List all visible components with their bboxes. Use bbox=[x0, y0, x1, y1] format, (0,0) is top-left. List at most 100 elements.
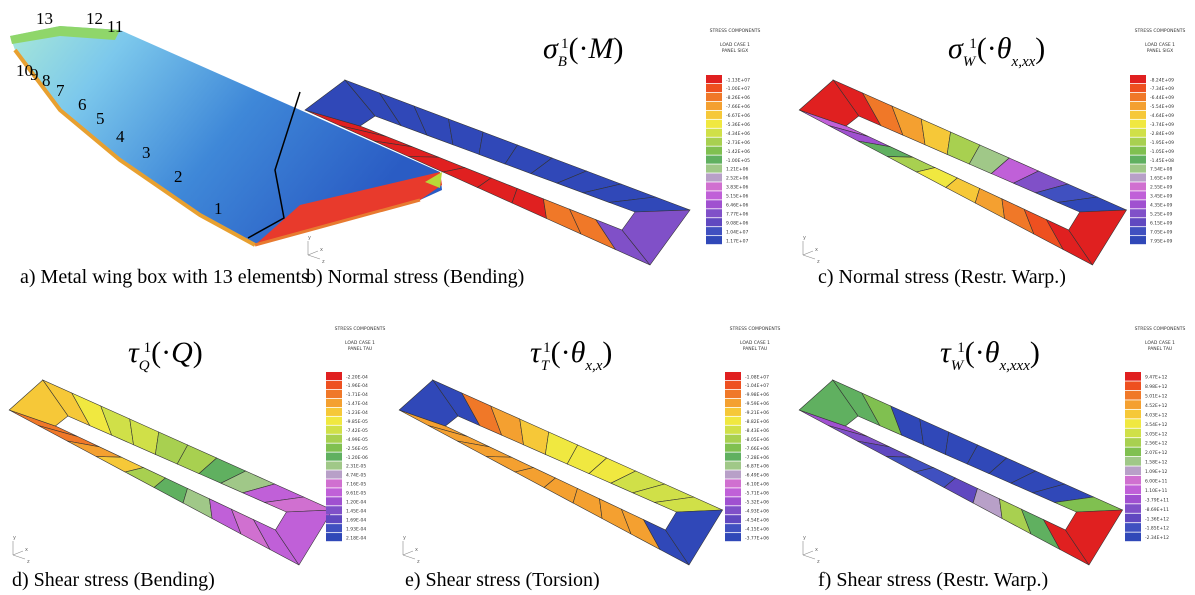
legend-panel: PANEL TAU bbox=[743, 346, 767, 352]
legend-panel: PANEL SIGX bbox=[1147, 48, 1173, 54]
legend-swatch bbox=[326, 479, 342, 487]
legend-swatch bbox=[1130, 120, 1146, 128]
legend-value: 4.03E+12 bbox=[1145, 412, 1167, 418]
formula: τT1(·θx,x) bbox=[530, 336, 612, 374]
legend-value: -1.47E-04 bbox=[346, 401, 368, 407]
formula: τQ1(·Q) bbox=[128, 336, 203, 374]
legend-swatch bbox=[706, 102, 722, 110]
legend-swatch bbox=[326, 497, 342, 505]
legend-value: 3.45E+09 bbox=[1150, 194, 1172, 200]
legend-swatch bbox=[1125, 372, 1141, 381]
legend-swatch bbox=[1125, 504, 1141, 513]
caption: a) Metal wing box with 13 elements bbox=[20, 266, 309, 288]
legend-swatch bbox=[706, 182, 722, 190]
legend-swatch bbox=[706, 173, 722, 181]
formula-variable-subscript: x,xxx bbox=[998, 358, 1030, 374]
legend-panel: PANEL TAU bbox=[348, 346, 372, 352]
ring-segment bbox=[428, 426, 489, 447]
element-label: 12 bbox=[86, 9, 103, 28]
legend-swatch bbox=[1125, 419, 1141, 428]
legend-value: -5.54E+09 bbox=[1150, 104, 1174, 110]
legend-value: 2.31E-05 bbox=[346, 464, 366, 470]
caption: d) Shear stress (Bending) bbox=[12, 569, 215, 591]
legend-swatch bbox=[725, 390, 741, 398]
axis-triad bbox=[803, 541, 815, 559]
legend-load-case: LOAD CASE 1 bbox=[1145, 340, 1175, 346]
legend-value: 2.55E+09 bbox=[1150, 185, 1172, 191]
legend-swatch bbox=[1130, 102, 1146, 110]
triad-label: x bbox=[815, 547, 818, 553]
formula-symbol: σ bbox=[543, 32, 559, 65]
legend-value: -3.74E+09 bbox=[1150, 122, 1174, 128]
formula-open: (· bbox=[568, 32, 588, 65]
formula-variable: θ bbox=[571, 336, 586, 369]
legend-swatch bbox=[1130, 173, 1146, 181]
formula-subscript: B bbox=[558, 54, 567, 70]
legend-value: -1.23E-04 bbox=[346, 410, 368, 416]
legend-swatch bbox=[1130, 236, 1146, 244]
legend-value: 1.58E+12 bbox=[1145, 460, 1167, 466]
legend-value: 6.00E+11 bbox=[1145, 479, 1167, 485]
figure: 13121110987654321a) Metal wing box with … bbox=[0, 0, 1195, 595]
element-label: 1 bbox=[214, 199, 223, 218]
legend-swatch bbox=[725, 435, 741, 443]
legend-swatch bbox=[725, 470, 741, 478]
legend-swatch bbox=[1130, 84, 1146, 92]
legend-swatch bbox=[326, 399, 342, 407]
legend-swatch bbox=[706, 111, 722, 119]
legend-value: 5.25E+09 bbox=[1150, 211, 1172, 217]
legend-value: -6.44E+09 bbox=[1150, 95, 1174, 101]
legend-swatch bbox=[706, 164, 722, 172]
legend-value: -5.36E+06 bbox=[726, 122, 750, 128]
legend-swatch bbox=[1130, 75, 1146, 83]
legend-swatch bbox=[326, 533, 342, 541]
formula-variable: Q bbox=[171, 336, 193, 369]
legend-value: 7.05E+09 bbox=[1150, 229, 1172, 235]
formula-open: (· bbox=[965, 336, 985, 369]
legend-value: -1.13E+07 bbox=[726, 77, 750, 83]
formula-variable-subscript: x,xx bbox=[1011, 54, 1036, 70]
axis-triad bbox=[803, 241, 815, 259]
formula-close: ) bbox=[602, 336, 612, 369]
legend-value: 7.54E+08 bbox=[1150, 167, 1172, 173]
triad-label: z bbox=[817, 559, 820, 565]
legend-title: STRESS COMPONENTS bbox=[710, 28, 761, 34]
legend-swatch bbox=[1130, 156, 1146, 164]
legend-swatch bbox=[1130, 182, 1146, 190]
legend-swatch bbox=[1130, 209, 1146, 217]
triad-label: x bbox=[415, 547, 418, 553]
legend-swatch bbox=[1125, 410, 1141, 419]
formula-variable-subscript: x,x bbox=[584, 358, 602, 374]
ring-segment bbox=[857, 441, 911, 457]
legend-swatch bbox=[1125, 448, 1141, 457]
legend-swatch bbox=[1125, 533, 1141, 542]
formula: σW1(·θx,xx) bbox=[948, 32, 1045, 70]
legend-value: -6.67E+06 bbox=[726, 113, 750, 119]
legend-value: 8.98E+12 bbox=[1145, 384, 1167, 390]
legend-value: 1.45E-04 bbox=[346, 508, 366, 514]
legend-value: -1.96E-04 bbox=[346, 383, 368, 389]
legend-swatch bbox=[725, 408, 741, 416]
legend-value: -5.71E+06 bbox=[745, 491, 769, 497]
legend-value: 9.61E-05 bbox=[346, 491, 366, 497]
legend-title: STRESS COMPONENTS bbox=[1135, 28, 1186, 34]
legend-title: STRESS COMPONENTS bbox=[1135, 326, 1186, 332]
legend-value: -8.26E+06 bbox=[726, 95, 750, 101]
legend-swatch bbox=[326, 372, 342, 380]
legend-swatch bbox=[706, 138, 722, 146]
legend-swatch bbox=[706, 156, 722, 164]
legend-value: -2.56E-05 bbox=[346, 446, 368, 452]
ring-segment bbox=[829, 126, 891, 147]
legend-value: -7.42E-05 bbox=[346, 428, 368, 434]
caption: c) Normal stress (Restr. Warp.) bbox=[818, 266, 1066, 288]
legend-swatch bbox=[725, 515, 741, 523]
legend-swatch bbox=[1125, 466, 1141, 475]
stress-ring bbox=[799, 380, 1122, 565]
legend-value: -2.73E+06 bbox=[726, 140, 750, 146]
legend-swatch bbox=[706, 209, 722, 217]
legend-load-case: LOAD CASE 1 bbox=[720, 42, 750, 48]
ring-segment bbox=[9, 380, 68, 426]
legend-swatch bbox=[706, 218, 722, 226]
legend-swatch bbox=[725, 506, 741, 514]
axis-triad bbox=[308, 241, 320, 259]
